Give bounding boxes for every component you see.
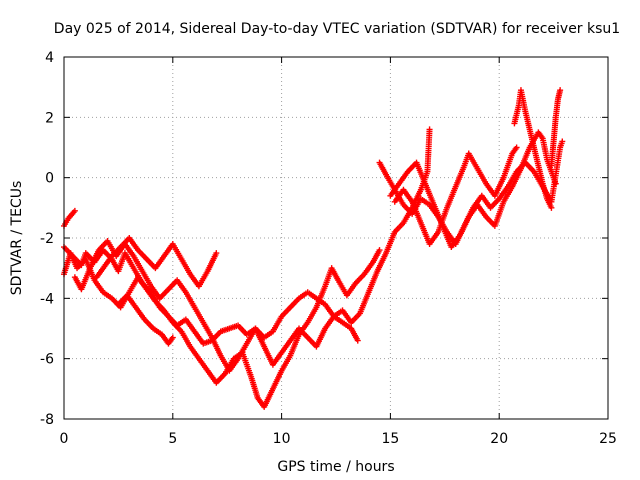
- series-arc-8: [387, 129, 559, 251]
- x-axis-label: GPS time / hours: [277, 459, 394, 475]
- y-tick-label: -6: [40, 352, 54, 368]
- x-tick-label: 10: [273, 431, 291, 447]
- series-arc-6: [115, 292, 176, 347]
- data-point: [557, 87, 564, 94]
- series-arc-4: [71, 238, 361, 374]
- series-arc-5: [93, 235, 220, 290]
- y-tick-label: -8: [40, 412, 54, 428]
- data-point: [559, 138, 566, 145]
- y-tick-label: 0: [45, 171, 54, 187]
- y-axis-label: SDTVAR / TECUs: [9, 181, 25, 296]
- data-point: [426, 126, 433, 133]
- data-point: [213, 250, 220, 257]
- series-arc-9: [391, 144, 520, 248]
- data-point: [552, 180, 559, 187]
- x-tick-label: 5: [168, 431, 177, 447]
- series-arc-3: [61, 247, 383, 410]
- series-arc-11: [548, 87, 564, 169]
- x-tick-label: 25: [599, 431, 617, 447]
- data-points: [61, 87, 566, 410]
- data-point: [376, 247, 383, 254]
- data-point: [71, 207, 78, 214]
- y-tick-label: -4: [40, 291, 54, 307]
- axis-ticks: 0 5 10 15 20 25 -8 -6 -4 -2 0 2 4: [40, 50, 617, 447]
- data-point: [354, 337, 361, 344]
- y-tick-label: 2: [45, 110, 54, 126]
- series-arc-2: [61, 126, 433, 347]
- series-arc-10: [511, 87, 555, 211]
- data-point: [513, 144, 520, 151]
- data-point: [169, 334, 176, 341]
- y-tick-label: 4: [45, 50, 54, 66]
- series-arc-1: [61, 207, 78, 229]
- chart-title: Day 025 of 2014, Sidereal Day-to-day VTE…: [54, 21, 620, 37]
- y-tick-label: -2: [40, 231, 54, 247]
- x-tick-label: 0: [60, 431, 69, 447]
- x-tick-label: 15: [381, 431, 399, 447]
- x-tick-label: 20: [490, 431, 508, 447]
- data-point: [548, 204, 555, 211]
